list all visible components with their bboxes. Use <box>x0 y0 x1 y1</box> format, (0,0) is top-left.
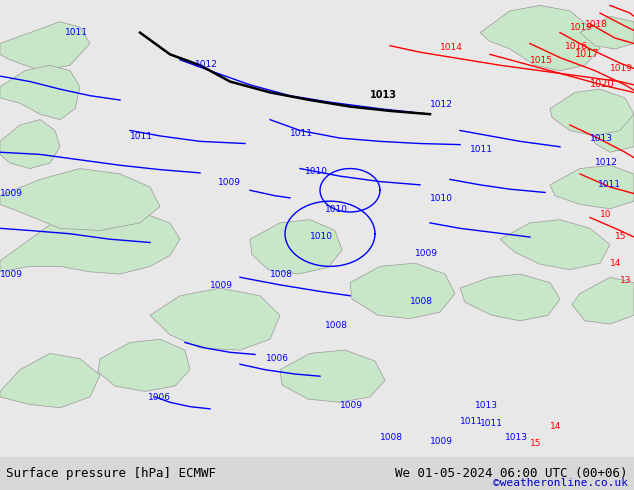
Polygon shape <box>480 5 600 71</box>
Text: 1013: 1013 <box>505 433 528 442</box>
Text: 1010: 1010 <box>310 232 333 241</box>
Polygon shape <box>550 165 634 209</box>
Text: ©weatheronline.co.uk: ©weatheronline.co.uk <box>493 478 628 489</box>
Text: 1019: 1019 <box>610 64 633 73</box>
Polygon shape <box>280 350 385 402</box>
Text: 14: 14 <box>610 259 621 269</box>
Text: 1009: 1009 <box>340 401 363 410</box>
Polygon shape <box>0 169 160 230</box>
Text: 1009: 1009 <box>210 281 233 290</box>
Text: 1008: 1008 <box>410 297 433 306</box>
Text: 1018: 1018 <box>585 20 608 29</box>
Polygon shape <box>580 16 634 49</box>
Text: 1009: 1009 <box>0 189 23 198</box>
Text: 1006: 1006 <box>266 354 289 363</box>
Text: 1008: 1008 <box>325 321 348 330</box>
Text: 1011: 1011 <box>470 145 493 154</box>
Text: We 01-05-2024 06:00 UTC (00+06): We 01-05-2024 06:00 UTC (00+06) <box>395 466 628 480</box>
Text: 1012: 1012 <box>195 60 218 70</box>
Text: 1011: 1011 <box>65 28 88 37</box>
Text: 1012: 1012 <box>430 99 453 109</box>
Text: 1014: 1014 <box>440 43 463 52</box>
Polygon shape <box>0 207 180 274</box>
Text: 1012: 1012 <box>595 158 618 167</box>
Text: 1009: 1009 <box>218 178 241 187</box>
Polygon shape <box>150 288 280 350</box>
Text: 1011: 1011 <box>598 180 621 189</box>
Polygon shape <box>0 353 100 408</box>
Text: 1011: 1011 <box>290 129 313 138</box>
Text: 1006: 1006 <box>148 393 171 402</box>
Text: 1013: 1013 <box>475 401 498 410</box>
Text: 1010: 1010 <box>305 167 328 176</box>
Text: 15: 15 <box>530 439 541 448</box>
Text: 1010: 1010 <box>325 205 348 214</box>
Polygon shape <box>0 22 90 71</box>
Text: 1011: 1011 <box>480 419 503 428</box>
Polygon shape <box>0 65 80 120</box>
Text: 1013: 1013 <box>590 134 613 144</box>
Text: Surface pressure [hPa] ECMWF: Surface pressure [hPa] ECMWF <box>6 466 216 480</box>
Text: 1009: 1009 <box>415 248 438 258</box>
Text: 1016: 1016 <box>565 42 588 51</box>
Text: 1008: 1008 <box>270 270 293 279</box>
Polygon shape <box>460 274 560 321</box>
Text: 1011: 1011 <box>460 417 483 426</box>
Text: 1009: 1009 <box>430 437 453 445</box>
Polygon shape <box>590 109 634 152</box>
Text: 15: 15 <box>615 232 626 241</box>
Polygon shape <box>250 220 342 274</box>
Text: 1013: 1013 <box>370 90 397 100</box>
Text: 13: 13 <box>620 276 631 285</box>
Text: 1009: 1009 <box>0 270 23 279</box>
Polygon shape <box>572 277 634 324</box>
Text: 1017: 1017 <box>575 49 600 58</box>
Polygon shape <box>350 263 455 318</box>
Polygon shape <box>0 120 60 169</box>
Text: 1008: 1008 <box>380 433 403 442</box>
Polygon shape <box>500 220 610 270</box>
Text: 1010: 1010 <box>430 194 453 203</box>
Text: 1015: 1015 <box>530 56 553 65</box>
Text: 14: 14 <box>550 422 561 432</box>
Text: 10: 10 <box>600 211 612 220</box>
Text: 1019: 1019 <box>570 24 593 32</box>
Polygon shape <box>98 339 190 392</box>
Text: 1011: 1011 <box>130 132 153 141</box>
Polygon shape <box>550 89 634 136</box>
Text: 1020: 1020 <box>590 79 614 89</box>
